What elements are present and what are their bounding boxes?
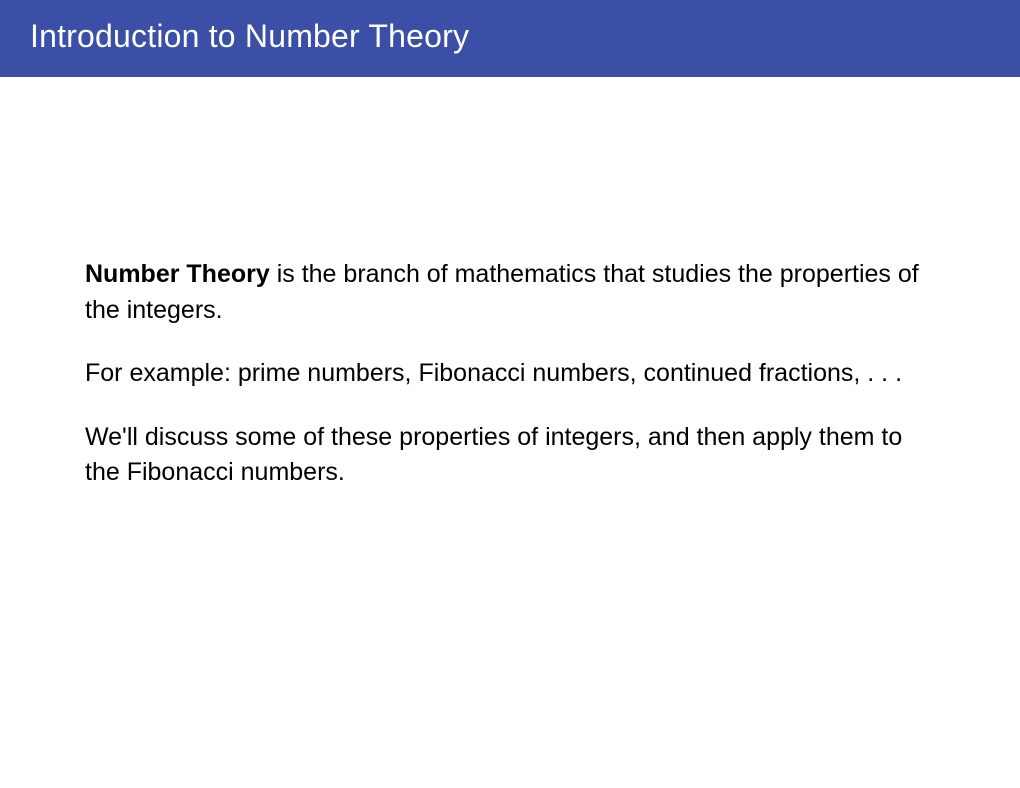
paragraph-2: For example: prime numbers, Fibonacci nu… xyxy=(85,356,935,392)
paragraph-1: Number Theory is the branch of mathemati… xyxy=(85,257,935,328)
bold-term: Number Theory xyxy=(85,260,270,288)
paragraph-3: We'll discuss some of these properties o… xyxy=(85,420,935,491)
slide-body: Number Theory is the branch of mathemati… xyxy=(0,77,1020,491)
slide-title-bar: Introduction to Number Theory xyxy=(0,0,1020,77)
slide-title: Introduction to Number Theory xyxy=(30,18,990,55)
